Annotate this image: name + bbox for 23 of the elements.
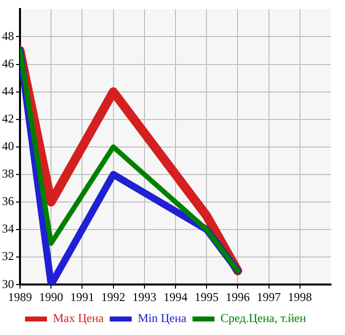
legend-label: Сред.Цена, т.йен [220, 311, 307, 326]
legend-label: Min Цена [138, 311, 188, 326]
y-tick-label: 46 [2, 56, 14, 70]
y-tick-label: 30 [2, 276, 14, 291]
y-tick-label: 40 [2, 139, 14, 154]
x-tick-label: 1991 [70, 290, 94, 304]
x-tick-label: 1996 [226, 290, 250, 304]
y-tick-label: 44 [2, 84, 14, 98]
x-tick-label: 1989 [8, 290, 32, 304]
x-tick-label: 1994 [164, 290, 188, 304]
x-tick-label: 1998 [288, 290, 312, 304]
x-tick-label: 1993 [132, 290, 156, 304]
y-tick-label: 48 [2, 28, 14, 43]
y-tick-label: 36 [2, 194, 14, 208]
x-tick-label: 1995 [194, 290, 219, 304]
y-tick-label: 32 [2, 249, 14, 264]
x-tick-label: 1992 [101, 290, 126, 304]
legend-label: Max Цена [52, 311, 104, 326]
x-tick-label: 1997 [256, 290, 281, 304]
y-tick-label: 42 [2, 112, 14, 126]
y-tick-label: 38 [2, 166, 14, 181]
x-tick-label: 1990 [39, 290, 64, 304]
y-tick-label: 34 [2, 222, 14, 236]
